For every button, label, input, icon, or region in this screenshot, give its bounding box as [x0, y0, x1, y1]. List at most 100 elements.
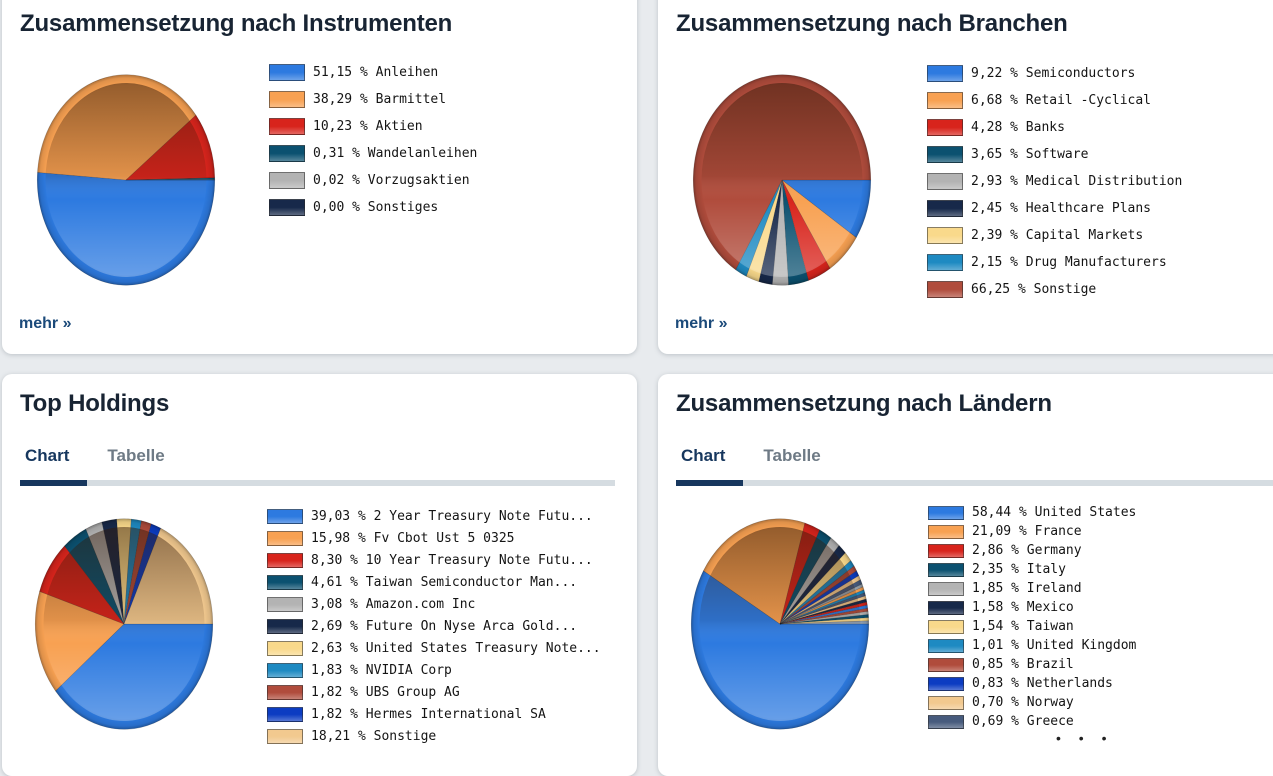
panel-composition-countries: Zusammensetzung nach Ländern Chart Tabel…	[658, 374, 1273, 776]
legend-item: 2,15 % Drug Manufacturers	[927, 254, 1182, 271]
legend-item: 2,35 % Italy	[928, 562, 1136, 577]
legend-label: 51,15 % Anleihen	[313, 65, 439, 80]
legend-swatch	[927, 146, 963, 163]
legend-swatch	[927, 254, 963, 271]
tab-track	[676, 480, 1273, 486]
legend-item: 2,63 % United States Treasury Note...	[267, 640, 601, 656]
legend-swatch	[269, 172, 305, 189]
legend-item: 0,00 % Sonstiges	[269, 199, 477, 216]
legend-swatch	[928, 600, 964, 615]
pie-chart-instruments[interactable]	[34, 72, 218, 288]
legend-item: 10,23 % Aktien	[269, 118, 477, 135]
legend-label: 0,83 % Netherlands	[972, 676, 1113, 691]
legend-item: 15,98 % Fv Cbot Ust 5 0325	[267, 530, 601, 546]
panel-title: Zusammensetzung nach Branchen	[676, 10, 1068, 37]
legend-label: 39,03 % 2 Year Treasury Note Futu...	[311, 508, 593, 524]
panel-title: Top Holdings	[20, 390, 170, 417]
legend-label: 1,82 % Hermes International SA	[311, 706, 546, 722]
legend-swatch	[927, 173, 963, 190]
legend-item: 38,29 % Barmittel	[269, 91, 477, 108]
legend-label: 21,09 % France	[972, 524, 1082, 539]
legend-swatch	[269, 118, 305, 135]
legend-item: 6,68 % Retail -Cyclical	[927, 92, 1182, 109]
legend-label: 1,83 % NVIDIA Corp	[311, 662, 452, 678]
legend-swatch	[267, 596, 303, 612]
legend-label: 6,68 % Retail -Cyclical	[971, 93, 1152, 108]
legend-swatch	[928, 695, 964, 710]
legend-swatch	[928, 524, 964, 539]
legend-swatch	[269, 145, 305, 162]
legend-item: 0,70 % Norway	[928, 695, 1136, 710]
legend-swatch	[928, 714, 964, 729]
legend-swatch	[927, 92, 963, 109]
legend-label: 2,86 % Germany	[972, 543, 1082, 558]
tab-chart[interactable]: Chart	[681, 446, 726, 465]
more-link[interactable]: mehr »	[675, 315, 728, 332]
legend-item: 0,83 % Netherlands	[928, 676, 1136, 691]
legend-swatch	[267, 662, 303, 678]
legend-item: 39,03 % 2 Year Treasury Note Futu...	[267, 508, 601, 524]
legend-swatch	[267, 684, 303, 700]
legend-item: 2,93 % Medical Distribution	[927, 173, 1182, 190]
legend-holdings: 39,03 % 2 Year Treasury Note Futu... 15,9…	[267, 508, 601, 750]
legend-item: 0,31 % Wandelanleihen	[269, 145, 477, 162]
legend-swatch	[928, 676, 964, 691]
legend-instruments: 51,15 % Anleihen 38,29 % Barmittel 10,23 %…	[269, 64, 477, 226]
legend-swatch	[927, 281, 963, 298]
legend-swatch	[927, 119, 963, 136]
legend-label: 2,69 % Future On Nyse Arca Gold...	[311, 618, 578, 634]
legend-label: 2,63 % United States Treasury Note...	[311, 640, 601, 656]
legend-item: 2,39 % Capital Markets	[927, 227, 1182, 244]
panel-composition-sectors: Zusammensetzung nach Branchen 9,22 % Sem…	[658, 0, 1273, 354]
legend-swatch	[928, 505, 964, 520]
legend-label: 0,85 % Brazil	[972, 657, 1074, 672]
panel-title: Zusammensetzung nach Ländern	[676, 390, 1052, 417]
legend-swatch	[267, 618, 303, 634]
legend-countries: 58,44 % United States 21,09 % France 2,86 …	[928, 505, 1136, 733]
legend-swatch	[267, 508, 303, 524]
legend-label: 18,21 % Sonstige	[311, 728, 437, 744]
legend-swatch	[928, 543, 964, 558]
legend-swatch	[928, 581, 964, 596]
legend-label: 3,65 % Software	[971, 147, 1089, 162]
legend-label: 1,82 % UBS Group AG	[311, 684, 460, 700]
legend-label: 8,30 % 10 Year Treasury Note Futu...	[311, 552, 593, 568]
legend-item: 3,08 % Amazon.com Inc	[267, 596, 601, 612]
legend-item: 1,82 % Hermes International SA	[267, 706, 601, 722]
legend-label: 0,70 % Norway	[972, 695, 1074, 710]
tab-track	[20, 480, 615, 486]
tab-bar: Chart Tabelle	[681, 446, 821, 466]
active-tab-indicator	[20, 480, 87, 486]
legend-item: 0,69 % Greece	[928, 714, 1136, 729]
legend-label: 2,45 % Healthcare Plans	[971, 201, 1152, 216]
legend-item: 0,85 % Brazil	[928, 657, 1136, 672]
tab-chart[interactable]: Chart	[25, 446, 70, 465]
pie-chart-sectors[interactable]	[690, 72, 874, 288]
legend-swatch	[269, 64, 305, 81]
legend-swatch	[928, 657, 964, 672]
legend-swatch	[267, 552, 303, 568]
pie-chart-countries[interactable]	[688, 516, 872, 732]
tab-bar: Chart Tabelle	[25, 446, 165, 466]
legend-label: 0,31 % Wandelanleihen	[313, 146, 478, 161]
legend-item: 66,25 % Sonstige	[927, 281, 1182, 298]
legend-label: 0,02 % Vorzugsaktien	[313, 173, 470, 188]
legend-item: 3,65 % Software	[927, 146, 1182, 163]
pie-chart-holdings[interactable]	[32, 516, 216, 732]
legend-swatch	[927, 65, 963, 82]
legend-label: 3,08 % Amazon.com Inc	[311, 596, 476, 612]
legend-item: 58,44 % United States	[928, 505, 1136, 520]
legend-sectors: 9,22 % Semiconductors 6,68 % Retail -Cycl…	[927, 65, 1182, 308]
legend-item: 8,30 % 10 Year Treasury Note Futu...	[267, 552, 601, 568]
more-link[interactable]: mehr »	[19, 315, 72, 332]
legend-item: 21,09 % France	[928, 524, 1136, 539]
legend-label: 0,00 % Sonstiges	[313, 200, 439, 215]
legend-item: 1,85 % Ireland	[928, 581, 1136, 596]
legend-label: 58,44 % United States	[972, 505, 1137, 520]
tab-tabelle[interactable]: Tabelle	[107, 446, 165, 465]
legend-item: 2,69 % Future On Nyse Arca Gold...	[267, 618, 601, 634]
legend-swatch	[269, 199, 305, 216]
legend-label: 4,28 % Banks	[971, 120, 1065, 135]
legend-swatch	[267, 728, 303, 744]
tab-tabelle[interactable]: Tabelle	[763, 446, 821, 465]
